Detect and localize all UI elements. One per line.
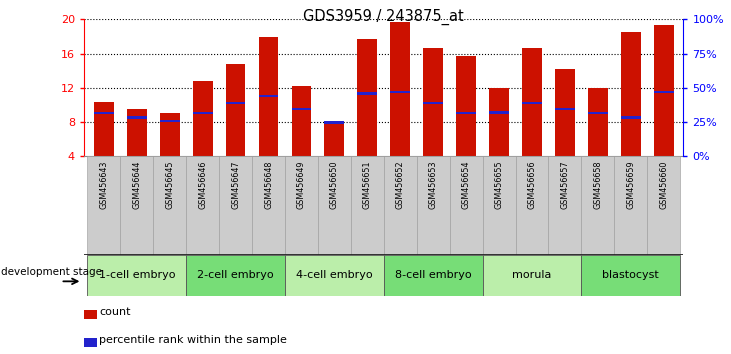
Text: 1-cell embryo: 1-cell embryo bbox=[99, 270, 175, 280]
Bar bbox=[555, 108, 575, 110]
Text: GSM456659: GSM456659 bbox=[626, 161, 635, 209]
Bar bbox=[614, 156, 647, 255]
Bar bbox=[390, 22, 410, 156]
Bar bbox=[555, 69, 575, 156]
Bar bbox=[456, 56, 476, 156]
Text: GSM456649: GSM456649 bbox=[297, 161, 306, 209]
Bar bbox=[423, 47, 443, 156]
Bar bbox=[450, 156, 482, 255]
Bar bbox=[259, 36, 279, 156]
Bar bbox=[160, 120, 180, 122]
Bar bbox=[127, 109, 147, 156]
Bar bbox=[548, 156, 581, 255]
Bar bbox=[84, 338, 97, 347]
Bar bbox=[285, 255, 384, 296]
Bar bbox=[417, 156, 450, 255]
Bar bbox=[259, 95, 279, 97]
Text: GSM456658: GSM456658 bbox=[594, 161, 602, 209]
Bar bbox=[292, 86, 311, 156]
Bar bbox=[127, 116, 147, 119]
Text: GSM456652: GSM456652 bbox=[395, 161, 405, 209]
Bar bbox=[186, 255, 285, 296]
Text: GSM456650: GSM456650 bbox=[330, 161, 339, 209]
Bar bbox=[226, 102, 246, 104]
Bar bbox=[515, 156, 548, 255]
Bar bbox=[390, 91, 410, 93]
Bar bbox=[186, 156, 219, 255]
Bar bbox=[285, 156, 318, 255]
Bar bbox=[588, 88, 607, 156]
Bar bbox=[252, 156, 285, 255]
Text: 8-cell embryo: 8-cell embryo bbox=[395, 270, 471, 280]
Bar bbox=[384, 255, 482, 296]
Bar bbox=[193, 112, 213, 114]
Text: GSM456647: GSM456647 bbox=[231, 161, 240, 209]
Bar bbox=[121, 156, 154, 255]
Bar bbox=[423, 102, 443, 104]
Bar bbox=[456, 112, 476, 114]
Bar bbox=[647, 156, 680, 255]
Text: GSM456654: GSM456654 bbox=[461, 161, 471, 209]
Text: GDS3959 / 243875_at: GDS3959 / 243875_at bbox=[303, 9, 464, 25]
Text: development stage: development stage bbox=[1, 267, 102, 277]
Bar bbox=[522, 102, 542, 104]
Bar bbox=[489, 111, 509, 114]
Bar bbox=[325, 124, 344, 156]
Bar bbox=[588, 112, 607, 114]
Bar bbox=[357, 92, 377, 95]
Text: morula: morula bbox=[512, 270, 552, 280]
Bar bbox=[292, 108, 311, 110]
Text: GSM456645: GSM456645 bbox=[165, 161, 174, 209]
Bar bbox=[654, 25, 673, 156]
Text: GSM456644: GSM456644 bbox=[132, 161, 141, 209]
Bar bbox=[621, 116, 640, 119]
Text: 4-cell embryo: 4-cell embryo bbox=[296, 270, 373, 280]
Text: GSM456646: GSM456646 bbox=[198, 161, 207, 209]
Text: GSM456655: GSM456655 bbox=[495, 161, 504, 209]
Text: blastocyst: blastocyst bbox=[602, 270, 659, 280]
Bar bbox=[94, 102, 114, 156]
Bar bbox=[219, 156, 252, 255]
Text: percentile rank within the sample: percentile rank within the sample bbox=[99, 335, 287, 345]
Bar bbox=[226, 64, 246, 156]
Bar bbox=[88, 255, 186, 296]
Text: 2-cell embryo: 2-cell embryo bbox=[197, 270, 274, 280]
Bar bbox=[384, 156, 417, 255]
Bar bbox=[88, 156, 121, 255]
Text: GSM456648: GSM456648 bbox=[264, 161, 273, 209]
Bar bbox=[84, 310, 97, 319]
Bar bbox=[482, 156, 515, 255]
Bar bbox=[325, 121, 344, 124]
Bar bbox=[489, 88, 509, 156]
Text: GSM456643: GSM456643 bbox=[99, 161, 108, 209]
Text: GSM456657: GSM456657 bbox=[561, 161, 569, 209]
Bar bbox=[160, 113, 180, 156]
Bar bbox=[154, 156, 186, 255]
Bar bbox=[581, 156, 614, 255]
Bar bbox=[94, 112, 114, 114]
Bar bbox=[621, 32, 640, 156]
Bar bbox=[357, 39, 377, 156]
Text: GSM456660: GSM456660 bbox=[659, 161, 668, 209]
Bar bbox=[351, 156, 384, 255]
Text: count: count bbox=[99, 307, 131, 317]
Text: GSM456656: GSM456656 bbox=[528, 161, 537, 209]
Text: GSM456651: GSM456651 bbox=[363, 161, 372, 209]
Bar bbox=[654, 91, 673, 93]
Bar bbox=[522, 47, 542, 156]
Bar bbox=[193, 81, 213, 156]
Text: GSM456653: GSM456653 bbox=[428, 161, 438, 209]
Bar bbox=[318, 156, 351, 255]
Bar bbox=[482, 255, 581, 296]
Bar bbox=[581, 255, 680, 296]
